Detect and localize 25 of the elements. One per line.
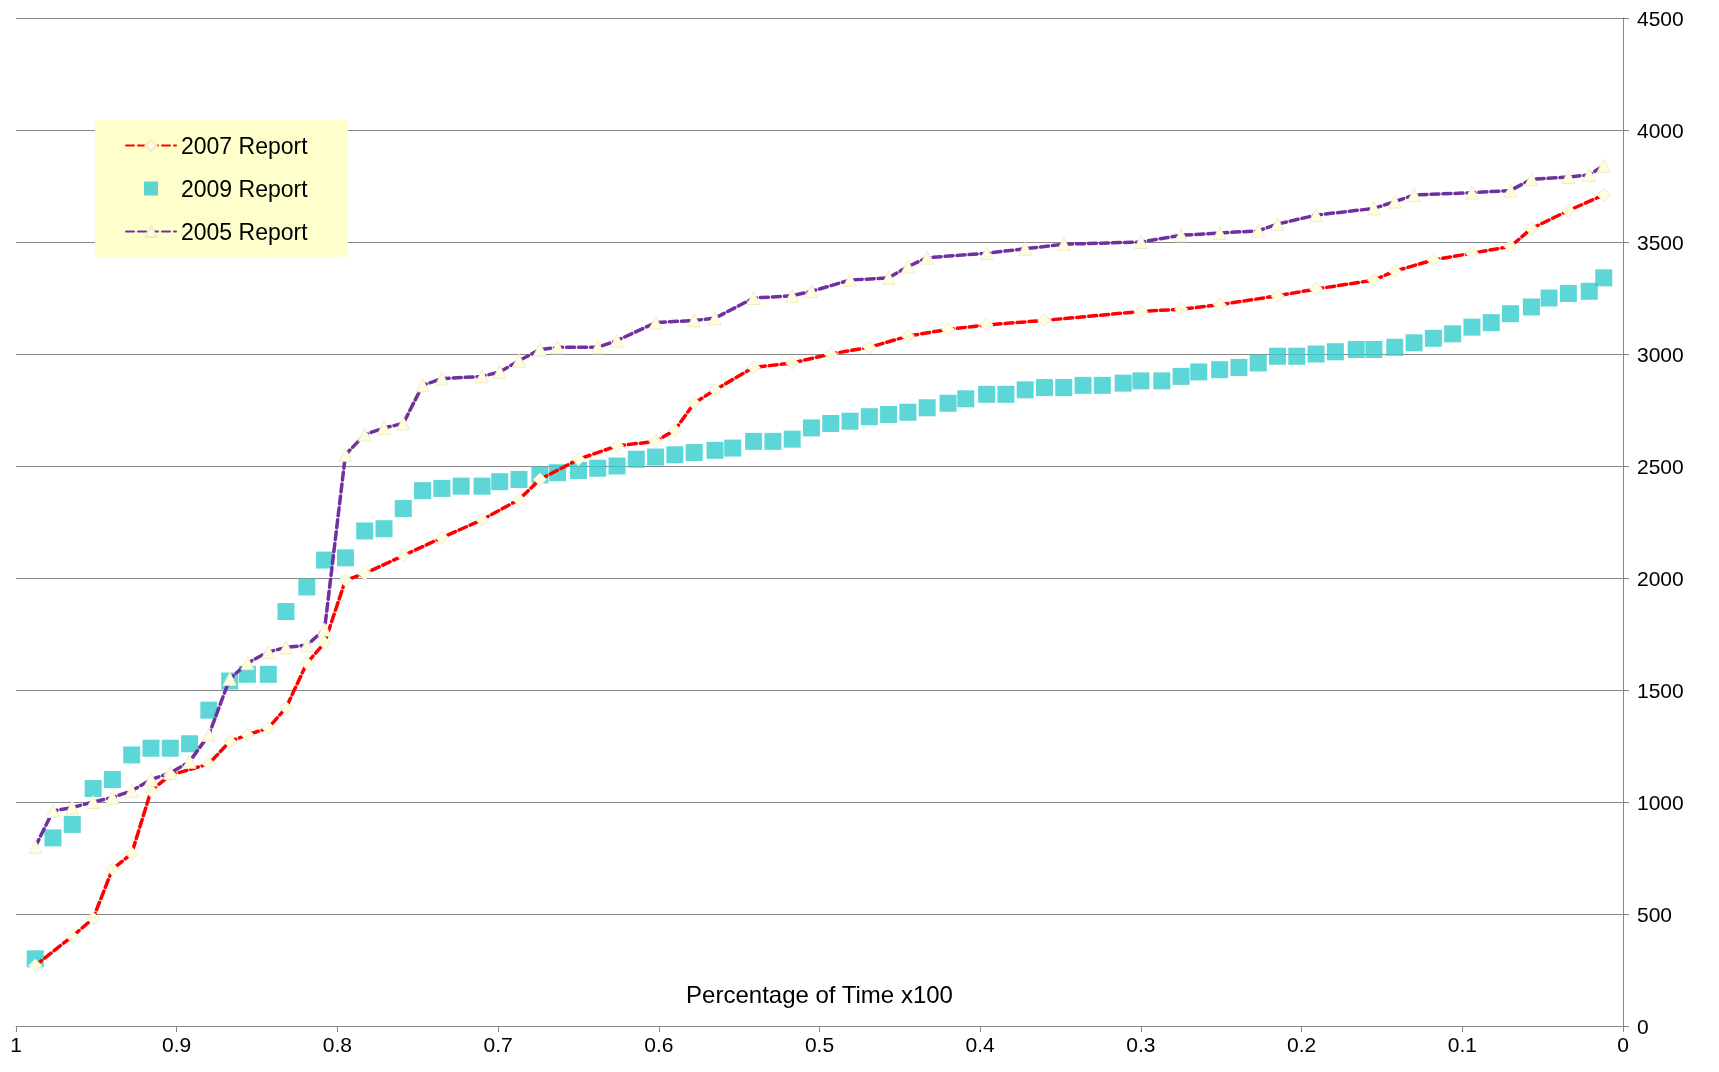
y-tick-label: 3000 <box>1637 342 1684 366</box>
x-tick-label: 0.3 <box>1126 1033 1156 1056</box>
legend-label: 2005 Report <box>181 218 309 245</box>
y-tick-label: 500 <box>1637 902 1673 926</box>
x-tick-label: 1 <box>10 1033 22 1056</box>
x-tick-label: 0.9 <box>162 1033 192 1056</box>
y-tick-label: 3500 <box>1637 230 1684 254</box>
y-tick-label: 2500 <box>1637 454 1684 478</box>
x-tick-label: 0.5 <box>804 1033 835 1056</box>
legend-label: 2009 Report <box>181 175 309 202</box>
x-tick-label: 0.2 <box>1287 1033 1317 1056</box>
y-tick-label: 1500 <box>1637 678 1684 702</box>
x-tick-label: 0.1 <box>1447 1033 1477 1056</box>
x-axis-title: Percentage of Time x100 <box>686 980 953 1008</box>
legend-label: 2007 Report <box>181 132 309 159</box>
x-tick-label: 0.8 <box>322 1033 352 1056</box>
y-tick-label: 4500 <box>1637 6 1684 30</box>
y-tick-label: 0 <box>1637 1014 1649 1038</box>
x-tick-label: 0.6 <box>644 1033 674 1056</box>
y-tick-label: 4000 <box>1637 118 1684 142</box>
x-tick-label: 0 <box>1617 1033 1629 1056</box>
y-tick-label: 2000 <box>1637 566 1684 590</box>
y-tick-label: 1000 <box>1637 790 1684 814</box>
x-tick-label: 0.7 <box>483 1033 513 1056</box>
x-tick-label: 0.4 <box>965 1033 996 1056</box>
